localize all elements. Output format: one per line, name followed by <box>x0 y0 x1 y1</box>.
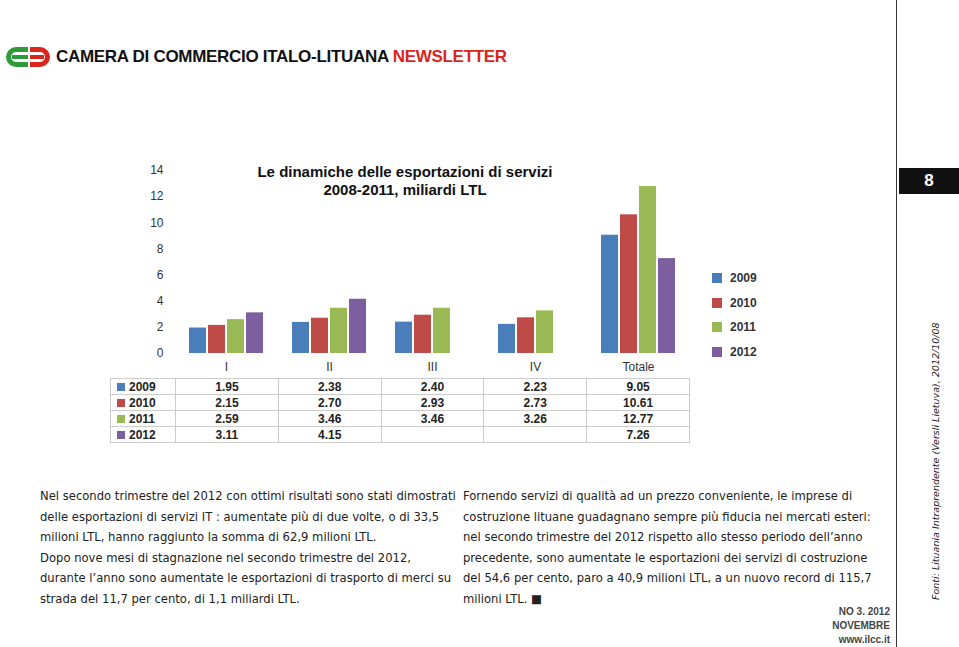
html-text:3.26: 3.26 <box>523 411 547 426</box>
html-text:Fonti: Lituania Intraprendente: Fonti: Lituania Intraprendente (Versli L… <box>930 322 941 600</box>
html-text:2.15: 2.15 <box>215 395 239 410</box>
html-text:Nel secondo trimestre del 2012: Nel secondo trimestre del 2012 con ottim… <box>40 489 456 545</box>
html-text:2009: 2009 <box>129 379 156 394</box>
html-text:2.70: 2.70 <box>318 395 342 410</box>
html-text:2.23: 2.23 <box>523 379 547 394</box>
html-text:2008-2011, miliardi LTL: 2008-2011, miliardi LTL <box>323 181 487 198</box>
svg-text:Totale: Totale <box>622 360 654 374</box>
html-text:3.11: 3.11 <box>215 427 239 442</box>
html-text:4.15: 4.15 <box>318 427 342 442</box>
svg-text:2: 2 <box>157 320 164 334</box>
svg-text:14: 14 <box>150 163 164 177</box>
html-text:2.40: 2.40 <box>420 379 445 394</box>
html-text:2010: 2010 <box>129 395 156 410</box>
svg-text:4: 4 <box>157 294 164 308</box>
html-text:10.61: 10.61 <box>623 395 654 410</box>
html-text:9.05: 9.05 <box>626 379 650 394</box>
svg-text:III: III <box>427 360 437 374</box>
svg-text:0: 0 <box>157 346 164 360</box>
html-text:3.46: 3.46 <box>420 411 445 426</box>
html-text:NO 3. 2012 NOVEMBRE: NO 3. 2012 NOVEMBRE <box>832 606 890 631</box>
html-text:2.38: 2.38 <box>318 379 342 394</box>
html-text:7.26: 7.26 <box>626 427 650 442</box>
svg-text:8: 8 <box>157 242 164 256</box>
html-text:Dopo nove mesi di stagnazione: Dopo nove mesi di stagnazione nel second… <box>40 550 452 606</box>
html-text:2.73: 2.73 <box>523 395 547 410</box>
html-text:2.59: 2.59 <box>215 411 239 426</box>
html-text:2012: 2012 <box>129 427 156 442</box>
html-text:1.95: 1.95 <box>215 379 239 394</box>
html-text:Le dinamiche delle esportazion: Le dinamiche delle esportazioni di servi… <box>257 163 553 180</box>
svg-text:12: 12 <box>150 189 164 203</box>
html-text:www.ilcc.it: www.ilcc.it <box>838 634 890 645</box>
html-text:2009: 2009 <box>730 271 757 286</box>
svg-text:10: 10 <box>150 216 164 230</box>
html-text:CAMERA DI COMMERCIO ITALO-LITU: CAMERA DI COMMERCIO ITALO-LITUANA NEWSLE… <box>56 47 507 66</box>
html-text:8: 8 <box>924 171 934 190</box>
svg-text:I: I <box>225 360 228 374</box>
html-text:2.93: 2.93 <box>420 395 445 410</box>
html-text:2011: 2011 <box>730 320 756 335</box>
svg-text:6: 6 <box>157 268 164 282</box>
html-text:2012: 2012 <box>730 344 757 359</box>
html-text:Fornendo servizi di qualità ad: Fornendo servizi di qualità ad un prezzo… <box>463 489 872 606</box>
html-text:3.46: 3.46 <box>318 411 342 426</box>
html-text:12.77: 12.77 <box>623 411 654 426</box>
svg-text:II: II <box>326 360 333 374</box>
html-text:2010: 2010 <box>730 295 757 310</box>
svg-text:IV: IV <box>530 360 541 374</box>
html-text:2011: 2011 <box>129 411 155 426</box>
